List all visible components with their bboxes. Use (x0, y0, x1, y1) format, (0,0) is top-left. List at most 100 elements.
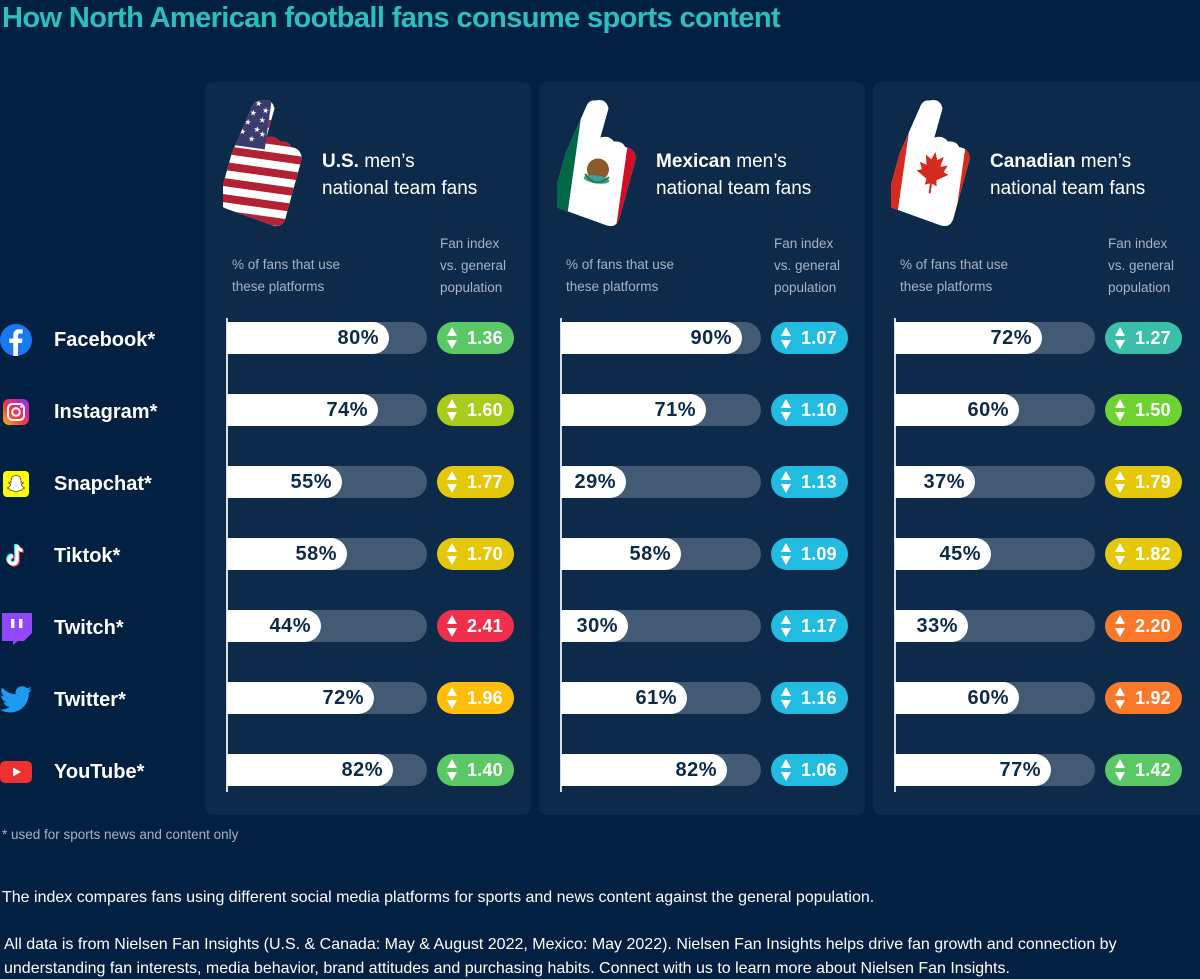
up-down-arrows-icon (447, 759, 457, 781)
svg-text:★: ★ (254, 99, 262, 109)
bar-value-label: 82% (341, 759, 383, 781)
bar-value-label: 71% (654, 399, 696, 421)
bar-row: 58% 1.70 (205, 538, 531, 572)
platform-label: Instagram* (0, 395, 157, 429)
bar: 90% (561, 322, 742, 354)
bar-row: 77% 1.42 (873, 754, 1200, 788)
fan-index-badge: 1.50 (1105, 394, 1182, 426)
svg-text:★: ★ (244, 117, 252, 127)
bar-value-label: 58% (629, 543, 671, 565)
fan-index-badge: 1.17 (771, 610, 848, 642)
up-down-arrows-icon (1115, 327, 1125, 349)
pct-column-label: % of fans that use these platforms (566, 257, 675, 294)
bar-row: 58% 1.09 (539, 538, 865, 572)
bar-value-label: 44% (269, 615, 311, 637)
bar: 72% (895, 322, 1042, 354)
bar-row: 71% 1.10 (539, 394, 865, 428)
up-down-arrows-icon (1115, 543, 1125, 565)
bar-row: 29% 1.13 (539, 466, 865, 500)
up-down-arrows-icon (781, 687, 791, 709)
footnote: * used for sports news and content only (2, 827, 239, 842)
canada-flag-foam-finger-icon (891, 98, 978, 226)
bar-track: 60% (895, 394, 1095, 426)
team-title: Mexican men’s national team fans (656, 151, 812, 199)
bar-track: 90% (561, 322, 761, 354)
bar-value-label: 60% (967, 399, 1009, 421)
bar-row: 72% 1.27 (873, 322, 1200, 356)
fan-index-value: 1.79 (1135, 471, 1171, 492)
bar-track: 29% (561, 466, 761, 498)
bar: 77% (895, 754, 1051, 786)
us-flag-foam-finger-icon: ★★ ★★ ★★ ★★ ★ (223, 98, 310, 226)
fan-index-badge: 1.36 (437, 322, 514, 354)
bar-row: 82% 1.40 (205, 754, 531, 788)
fan-index-badge: 1.79 (1105, 466, 1182, 498)
fan-index-value: 1.16 (801, 687, 837, 708)
platform-name: Facebook* (54, 328, 156, 351)
bar-track: 71% (561, 394, 761, 426)
fan-index-badge: 1.70 (437, 538, 514, 570)
platform-label: Snapchat* (0, 467, 152, 501)
fan-index-badge: 1.96 (437, 682, 514, 714)
bar: 37% (895, 466, 975, 498)
bar-value-label: 29% (574, 471, 616, 493)
bar-track: 72% (227, 682, 427, 714)
bar-row: 72% 1.96 (205, 682, 531, 716)
mexico-flag-foam-finger-icon (557, 98, 644, 226)
svg-text:★: ★ (258, 129, 266, 139)
bar-row: 37% 1.79 (873, 466, 1200, 500)
up-down-arrows-icon (781, 543, 791, 565)
fan-index-value: 1.10 (801, 399, 837, 420)
bar-value-label: 77% (999, 759, 1041, 781)
up-down-arrows-icon (781, 615, 791, 637)
bar-row: 30% 1.17 (539, 610, 865, 644)
fan-index-value: 1.77 (467, 471, 503, 492)
up-down-arrows-icon (447, 399, 457, 421)
facebook-icon (0, 324, 32, 356)
up-down-arrows-icon (781, 399, 791, 421)
up-down-arrows-icon (1115, 399, 1125, 421)
bar-row: 45% 1.82 (873, 538, 1200, 572)
fan-index-value: 1.17 (801, 615, 837, 636)
bar: 74% (227, 394, 378, 426)
team-title: Canadian men’s national team fans (990, 151, 1146, 199)
fan-index-badge: 1.27 (1105, 322, 1182, 354)
bar: 33% (895, 610, 968, 642)
index-column-label: Fan index vs. general population (1108, 236, 1175, 295)
bar-track: 82% (561, 754, 761, 786)
bar: 82% (561, 754, 727, 786)
bar-row: 80% 1.36 (205, 322, 531, 356)
up-down-arrows-icon (1115, 687, 1125, 709)
index-column-label: Fan index vs. general population (440, 236, 507, 295)
bar-value-label: 74% (326, 399, 368, 421)
bar-value-label: 30% (576, 615, 618, 637)
index-note: The index compares fans using different … (2, 889, 875, 906)
fan-index-value: 1.50 (1135, 399, 1171, 420)
bar: 80% (227, 322, 389, 354)
chart-title: How North American football fans consume… (2, 2, 781, 34)
bar-row: 55% 1.77 (205, 466, 531, 500)
bar-row: 90% 1.07 (539, 322, 865, 356)
bar-value-label: 45% (939, 543, 981, 565)
fan-index-value: 2.20 (1135, 615, 1171, 636)
up-down-arrows-icon (1115, 759, 1125, 781)
bar: 61% (561, 682, 687, 714)
bar-row: 33% 2.20 (873, 610, 1200, 644)
pct-column-label: % of fans that use these platforms (232, 257, 341, 294)
team-title: U.S. men’s national team fans (322, 151, 478, 199)
fan-index-value: 1.27 (1135, 327, 1171, 348)
bar-track: 30% (561, 610, 761, 642)
bar-value-label: 61% (635, 687, 677, 709)
up-down-arrows-icon (447, 687, 457, 709)
fan-index-value: 1.42 (1135, 759, 1171, 780)
bar-track: 37% (895, 466, 1095, 498)
bar-track: 45% (895, 538, 1095, 570)
bar-track: 72% (895, 322, 1095, 354)
bar-track: 44% (227, 610, 427, 642)
platform-label: Twitter* (0, 683, 126, 717)
fan-index-value: 1.96 (467, 687, 503, 708)
bar: 58% (561, 538, 681, 570)
bar: 58% (227, 538, 347, 570)
bar-track: 82% (227, 754, 427, 786)
bar-row: 60% 1.50 (873, 394, 1200, 428)
